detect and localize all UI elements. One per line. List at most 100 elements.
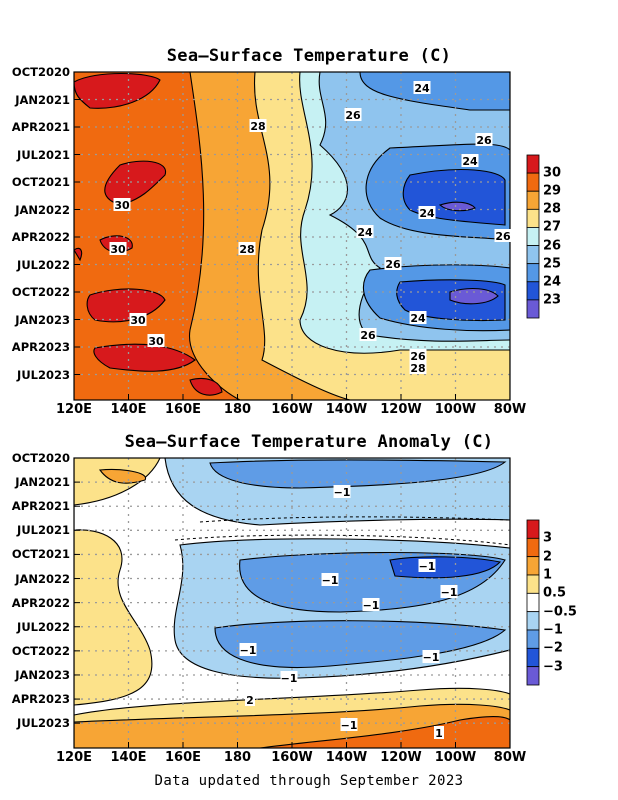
colorbar-swatch — [526, 190, 540, 210]
contour-label-box — [109, 242, 127, 255]
contour-label: 24 — [462, 155, 478, 168]
x-tick-label: 140W — [325, 750, 368, 765]
anomaly-contour-labels: −1 −1 −1 −1 −1 −1 −1 −1 −1 1 2 — [239, 485, 458, 740]
contour-label-box — [238, 242, 256, 255]
colorbar-label: 25 — [543, 256, 562, 272]
x-tick-label: 120W — [380, 402, 422, 417]
y-tick-label: JUL2022 — [17, 619, 70, 634]
colorbar-label: 30 — [543, 165, 562, 181]
y-tick-label: OCT2022 — [11, 285, 70, 299]
colorbar-label: 3 — [543, 530, 553, 546]
contour-label-box — [461, 154, 479, 167]
contour-label: 28 — [250, 120, 265, 133]
contour-label-box — [384, 257, 402, 270]
colorbar-label: 28 — [543, 201, 562, 217]
sst-plot-frame — [73, 71, 511, 401]
contour-label: 26 — [385, 258, 401, 271]
y-tick-label: APR2022 — [11, 230, 70, 244]
contour-label: −1 — [441, 586, 458, 599]
contour-label-box — [333, 485, 351, 498]
y-tick-label: JUL2021 — [17, 147, 70, 162]
y-tick-label: JUL2023 — [17, 716, 70, 731]
contour-label: 24 — [357, 226, 373, 239]
contour-label: 26 — [345, 109, 361, 122]
x-tick-label: 100W — [434, 402, 477, 417]
colorbar-label: −1 — [543, 622, 563, 638]
contour-label-box — [321, 573, 339, 586]
y-tick-label: OCT2020 — [11, 451, 70, 465]
x-tick-label: 160W — [271, 750, 313, 765]
colorbar-label: 24 — [543, 274, 562, 290]
contour-label: 30 — [148, 335, 164, 348]
x-tick-label: 140E — [110, 402, 147, 417]
colorbar-swatch — [526, 556, 540, 576]
colorbar-label: 27 — [543, 219, 562, 235]
contour-label-box — [409, 349, 427, 362]
contour-label: −1 — [281, 672, 298, 685]
contour-label: 28 — [410, 362, 425, 375]
colorbar-swatch — [526, 281, 540, 301]
contour-label-box — [362, 598, 380, 611]
colorbar-swatch — [526, 263, 540, 283]
x-tick-label: 80W — [493, 750, 527, 765]
y-tick-label: APR2021 — [11, 120, 70, 134]
plot-border — [73, 457, 511, 749]
y-tick-label: JAN2022 — [15, 202, 70, 217]
colorbar-swatch — [526, 537, 540, 558]
contour-label: 30 — [130, 314, 146, 327]
colorbar-swatch — [526, 574, 540, 594]
contour-label: 24 — [414, 82, 430, 95]
contour-label-box — [147, 334, 165, 347]
contour-label: 26 — [495, 230, 511, 243]
band-negative-1-2 — [209, 459, 507, 669]
y-tick-label: JUL2023 — [17, 367, 70, 382]
y-tick-label: OCT2021 — [11, 547, 70, 562]
y-tick-label: APR2021 — [11, 499, 70, 514]
colorbar-label: 23 — [543, 292, 562, 308]
x-tick-label: 100W — [434, 750, 477, 765]
contour-label-box — [356, 225, 374, 238]
y-tick-label: JAN2023 — [15, 667, 70, 682]
contour-label-box — [113, 198, 131, 211]
contour-label-box — [359, 328, 377, 341]
contour-label-box — [440, 585, 458, 598]
y-tick-label: JUL2021 — [17, 523, 70, 538]
y-tick-label: APR2023 — [11, 692, 70, 707]
contour-label-box — [475, 133, 493, 146]
y-tick-label: JAN2022 — [15, 571, 70, 586]
colorbar-swatch — [526, 647, 540, 668]
x-tick-label: 160E — [164, 750, 202, 765]
sst-chart-title: Sea–Surface Temperature (C) — [166, 46, 452, 66]
colorbar-swatch — [526, 154, 540, 174]
colorbar-label: 1 — [543, 567, 553, 583]
colorbar-label: 0.5 — [543, 585, 567, 601]
anomaly-colorbar — [526, 519, 540, 686]
colorbar-swatch — [526, 666, 540, 686]
x-tick-label: 160W — [271, 402, 313, 417]
contour-label: −1 — [322, 574, 339, 587]
colorbar-swatch — [526, 611, 540, 631]
contour-label: −1 — [240, 644, 257, 657]
colorbar-label: −2 — [543, 640, 563, 656]
x-tick-label: 140E — [110, 750, 147, 765]
contour-label: 24 — [419, 207, 435, 220]
anomaly-chart-title: Sea–Surface Temperature Anomaly (C) — [124, 432, 494, 452]
contour-label-box — [413, 81, 431, 94]
colorbar-swatch — [526, 629, 540, 649]
contour-label: 30 — [110, 243, 126, 256]
contour-label-box — [249, 119, 267, 132]
colorbar-label: 26 — [543, 238, 562, 254]
contour-label-box — [434, 726, 444, 739]
contour-label-box — [409, 361, 427, 374]
contour-label-box — [239, 643, 257, 656]
band-below-23 — [438, 201, 499, 305]
contour-label: 30 — [114, 199, 130, 212]
contour-label: 24 — [410, 312, 426, 325]
contour-label: −1 — [423, 651, 440, 664]
contour-negative-dashed — [174, 516, 510, 546]
y-tick-label: APR2023 — [11, 340, 70, 354]
contour-label-box — [129, 313, 147, 326]
contour-label: −1 — [363, 599, 380, 612]
contour-label-box — [409, 311, 427, 324]
colorbar-swatch — [526, 227, 540, 246]
